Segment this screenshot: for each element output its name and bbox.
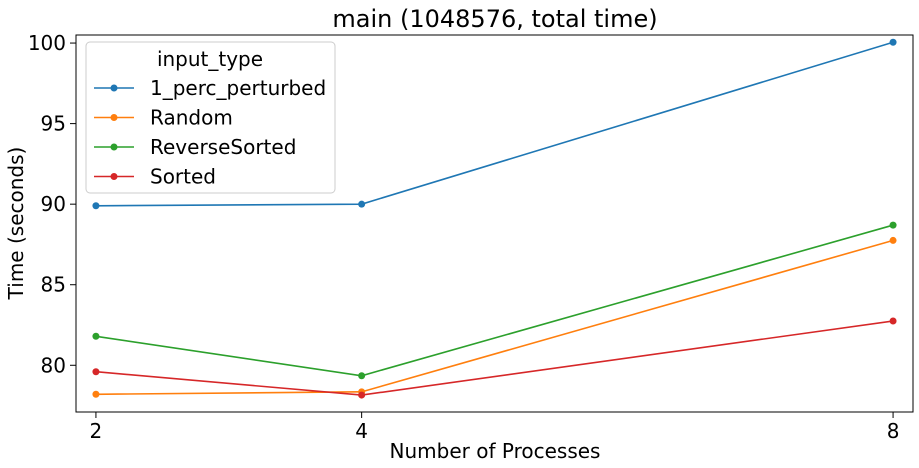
legend-marker bbox=[110, 173, 118, 180]
data-point bbox=[92, 368, 100, 376]
y-tick-label: 80 bbox=[41, 353, 66, 377]
data-point bbox=[92, 202, 100, 210]
x-axis-label: Number of Processes bbox=[390, 439, 601, 463]
data-point bbox=[889, 221, 897, 229]
legend-marker bbox=[110, 84, 118, 92]
plot-area: 2 4 8 80 85 90 95 100 bbox=[28, 31, 914, 443]
chart-title: main (1048576, total time) bbox=[332, 5, 657, 33]
series-line bbox=[95, 224, 894, 377]
data-point bbox=[889, 38, 897, 46]
legend-box bbox=[85, 41, 336, 194]
y-tick-label: 100 bbox=[28, 31, 66, 55]
legend-marker bbox=[110, 114, 118, 121]
y-axis-label: Time (seconds) bbox=[4, 147, 28, 301]
legend-label: Random bbox=[150, 106, 233, 130]
legend-label: ReverseSorted bbox=[150, 135, 296, 159]
legend: input_type 1_perc_perturbed Random ReverseS… bbox=[85, 41, 336, 194]
x-tick-label: 2 bbox=[90, 419, 103, 443]
plot-frame bbox=[75, 34, 914, 413]
y-tick-label: 90 bbox=[41, 192, 66, 216]
y-tick-label: 95 bbox=[41, 112, 66, 136]
x-tick-label: 4 bbox=[355, 419, 368, 443]
series-line bbox=[95, 239, 894, 396]
data-point bbox=[92, 390, 100, 398]
data-point bbox=[358, 200, 366, 208]
legend-label: Sorted bbox=[150, 165, 216, 189]
data-point bbox=[889, 317, 897, 325]
data-point bbox=[358, 391, 366, 399]
series-line bbox=[95, 320, 894, 396]
legend-marker bbox=[110, 143, 118, 151]
y-tick-label: 85 bbox=[41, 273, 66, 297]
legend-title: input_type bbox=[157, 47, 263, 71]
data-point bbox=[92, 332, 100, 340]
x-tick-label: 8 bbox=[887, 419, 900, 443]
data-point bbox=[358, 372, 366, 380]
legend-label: 1_perc_perturbed bbox=[150, 76, 326, 100]
data-point bbox=[889, 236, 897, 244]
